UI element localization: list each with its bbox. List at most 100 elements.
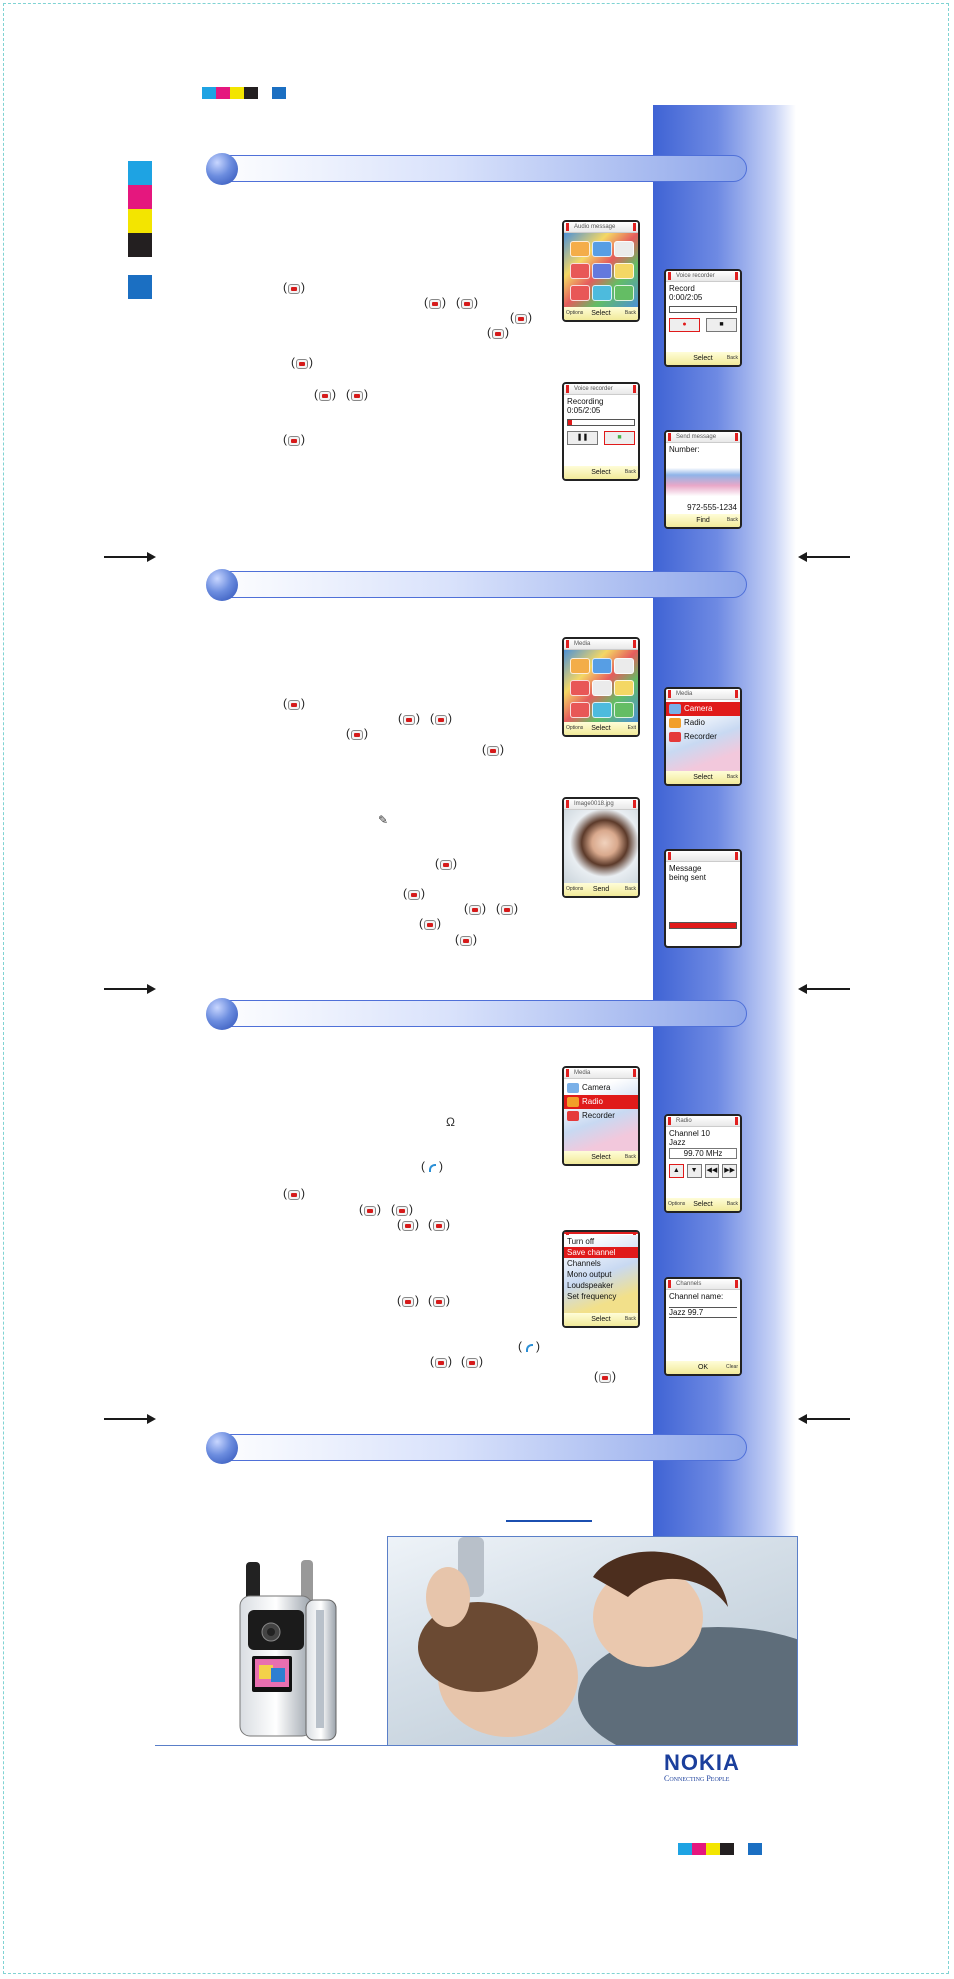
screen-topbar xyxy=(666,851,740,862)
swatch-black xyxy=(128,233,152,257)
stop-icon: ■ xyxy=(706,318,737,332)
edit-icon: ✎ xyxy=(378,813,389,827)
number-value: 972-555-1234 xyxy=(687,503,737,512)
selection-key-icon xyxy=(419,916,441,932)
nokia-wordmark: NOKIA xyxy=(664,1750,740,1775)
selection-key-icon xyxy=(428,1293,450,1309)
softkey-left: Options xyxy=(566,310,584,316)
selection-key-icon xyxy=(435,856,457,872)
softkey-bar: Select Back xyxy=(564,1313,638,1326)
recorder-controls: ❚❚ ■ xyxy=(567,431,635,445)
screen-title: Media xyxy=(564,1068,638,1079)
selection-key-icon xyxy=(482,742,504,758)
forward-icon: ▶▶ xyxy=(722,1164,737,1178)
radio-channel: Channel 10 xyxy=(669,1129,710,1138)
recorder-time: 0:05/2:05 xyxy=(567,406,601,415)
send-content: Number: 972-555-1234 xyxy=(666,443,740,514)
softkey-bar: OK Clear xyxy=(666,1361,740,1374)
softkey-middle: Select xyxy=(693,1201,713,1208)
softkey-right: Back xyxy=(624,310,636,316)
menu-item-radio: Radio xyxy=(666,716,740,730)
selection-key-icon xyxy=(456,295,478,311)
softkey-right: Back xyxy=(624,1316,636,1322)
option-loudspeaker: Loudspeaker xyxy=(567,1281,614,1290)
screen-message-sending: Message being sent xyxy=(664,849,742,948)
softkey-right: Back xyxy=(624,886,636,892)
nokia-tagline: Connecting People xyxy=(664,1774,730,1783)
screen-radio-options: Turn off Save channel Channels Mono outp… xyxy=(562,1230,640,1328)
stop-icon: ■ xyxy=(604,431,635,445)
selection-key-icon xyxy=(397,1293,419,1309)
softkey-right: Back xyxy=(726,517,738,523)
selection-key-icon xyxy=(398,711,420,727)
softkey-middle: Find xyxy=(696,517,710,524)
screen-media-menu-radio: Media Camera Radio Recorder Select Back xyxy=(562,1066,640,1166)
recorder-time: 0:00/2:05 xyxy=(669,293,703,302)
section-bullet-icon xyxy=(206,569,238,601)
softkey-bar: Select Back xyxy=(666,352,740,365)
softkey-middle: Select xyxy=(591,1316,611,1323)
softkey-bar: Select Back xyxy=(564,1151,638,1164)
menu-item-recorder: Recorder xyxy=(666,730,740,744)
couple-photo xyxy=(387,1536,798,1746)
selection-key-icon xyxy=(346,726,368,742)
selection-key-icon xyxy=(430,711,452,727)
channel-name-value: Jazz 99.7 xyxy=(669,1307,737,1318)
recorder-state: Record xyxy=(669,284,695,293)
softkey-middle: Select xyxy=(693,355,713,362)
swatch-magenta xyxy=(128,185,152,209)
section-bar-2 xyxy=(206,569,747,601)
softkey-right: Clear xyxy=(726,1364,738,1370)
selection-key-icon xyxy=(496,901,518,917)
radio-frequency: 99.70 MHz xyxy=(669,1148,737,1159)
softkey-bar: Select Back xyxy=(666,771,740,784)
fold-arrow-right xyxy=(104,983,156,995)
rewind-icon: ◀◀ xyxy=(704,1164,720,1178)
tune-down-icon: ▼ xyxy=(686,1164,702,1178)
selection-key-icon xyxy=(314,387,336,403)
softkey-left: Options xyxy=(566,725,584,731)
selection-key-icon xyxy=(283,696,305,712)
option-channels: Channels xyxy=(567,1259,601,1268)
sending-content: Message being sent xyxy=(666,862,740,933)
sending-progress xyxy=(669,922,737,929)
softkey-right: Back xyxy=(624,469,636,475)
menu-list: Camera Radio Recorder xyxy=(564,1079,638,1151)
selection-key-icon xyxy=(291,355,313,371)
sending-line-1: Message xyxy=(669,864,702,873)
screen-title: Voice recorder xyxy=(564,384,638,395)
selection-key-icon xyxy=(487,325,509,341)
selection-key-icon xyxy=(461,1354,483,1370)
menu-list: Camera Radio Recorder xyxy=(666,700,740,771)
softkey-bar: Options Select Back xyxy=(564,307,638,320)
fold-arrow-left xyxy=(798,983,850,995)
screen-media-menu-camera: Media Camera Radio Recorder Select Back xyxy=(664,687,742,786)
menu-item-camera: Camera xyxy=(666,702,740,716)
radio-content: Channel 10 Jazz 99.70 MHz ▲ ▼ ◀◀ ▶▶ xyxy=(666,1127,740,1198)
channel-name-label: Channel name: xyxy=(669,1292,724,1301)
softkey-bar: Options Select Exit xyxy=(564,722,638,735)
section-bullet-icon xyxy=(206,998,238,1030)
softkey-bar: Select Back xyxy=(564,466,638,479)
screen-radio: Radio Channel 10 Jazz 99.70 MHz ▲ ▼ ◀◀ ▶… xyxy=(664,1114,742,1213)
selection-key-icon xyxy=(283,280,305,296)
selection-key-icon xyxy=(455,932,477,948)
recorder-progress xyxy=(669,306,737,313)
screen-title: Media xyxy=(564,639,638,650)
softkey-middle: Select xyxy=(591,725,611,732)
section-bar-4 xyxy=(206,1432,747,1464)
section-bar-1 xyxy=(206,153,747,185)
screen-title: Audio message xyxy=(564,222,638,233)
screen-title: Media xyxy=(666,689,740,700)
swatch-blue xyxy=(128,275,152,299)
screen-title: Channels xyxy=(666,1279,740,1290)
recorder-content: Record 0:00/2:05 ● ■ xyxy=(666,282,740,352)
channel-content: Channel name: Jazz 99.7 xyxy=(666,1290,740,1361)
phone-illustration xyxy=(239,1560,337,1741)
menu-item-camera: Camera xyxy=(564,1081,638,1095)
photo-thumbnail xyxy=(564,810,638,883)
selection-key-icon xyxy=(424,295,446,311)
softkey-bar: Find Back xyxy=(666,514,740,527)
radio-genre: Jazz xyxy=(669,1138,686,1147)
link-underline xyxy=(506,1520,592,1522)
